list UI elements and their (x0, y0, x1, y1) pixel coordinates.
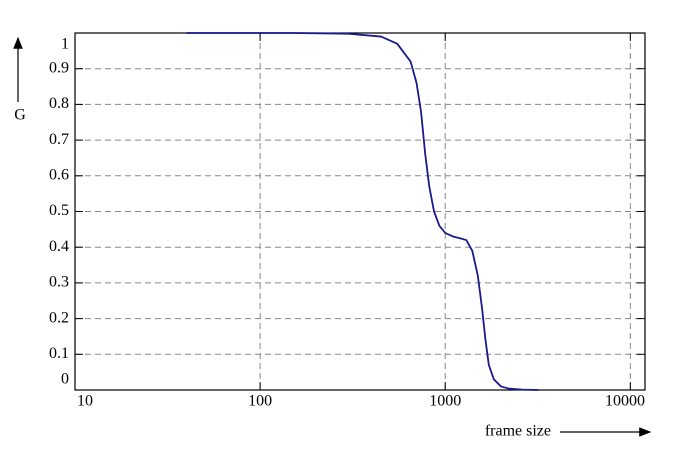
y-tick-label: 0.7 (49, 131, 69, 148)
y-tick-label: 0.1 (49, 345, 69, 362)
y-tick-label: 0.8 (49, 95, 69, 112)
x-tick-label: 10 (77, 393, 93, 410)
y-axis-label: G (14, 107, 26, 124)
x-tick-label: 10000 (605, 393, 645, 410)
y-tick-label: 0.9 (49, 59, 69, 76)
y-tick-label: 0.6 (49, 166, 69, 183)
y-tick-label: 0.5 (49, 202, 69, 219)
y-tick-label: 1 (61, 36, 69, 53)
x-tick-label: 100 (248, 393, 272, 410)
x-axis-label: frame size (485, 423, 551, 440)
plot-frame (74, 32, 646, 391)
y-tick-label: 0.2 (49, 309, 69, 326)
y-tick-label: 0.4 (49, 238, 69, 255)
data-line (186, 32, 539, 391)
y-tick-label: 0 (61, 371, 69, 388)
x-tick-label: 1000 (429, 393, 461, 410)
y-tick-label: 0.3 (49, 274, 69, 291)
